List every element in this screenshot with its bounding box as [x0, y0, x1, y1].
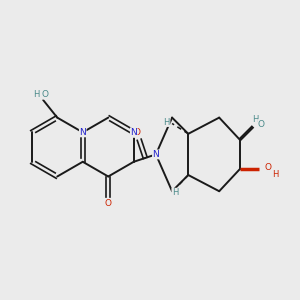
Text: H: H — [252, 116, 259, 124]
Text: O: O — [258, 120, 265, 129]
Text: O: O — [134, 128, 140, 137]
Text: O: O — [42, 90, 49, 99]
Text: H: H — [34, 90, 40, 99]
Text: O: O — [105, 199, 112, 208]
Text: H: H — [172, 188, 178, 197]
Text: N: N — [80, 128, 86, 137]
Text: H: H — [164, 118, 170, 127]
Text: N: N — [130, 128, 137, 137]
Text: H: H — [272, 170, 278, 179]
Text: N: N — [152, 150, 159, 159]
Text: O: O — [264, 163, 271, 172]
